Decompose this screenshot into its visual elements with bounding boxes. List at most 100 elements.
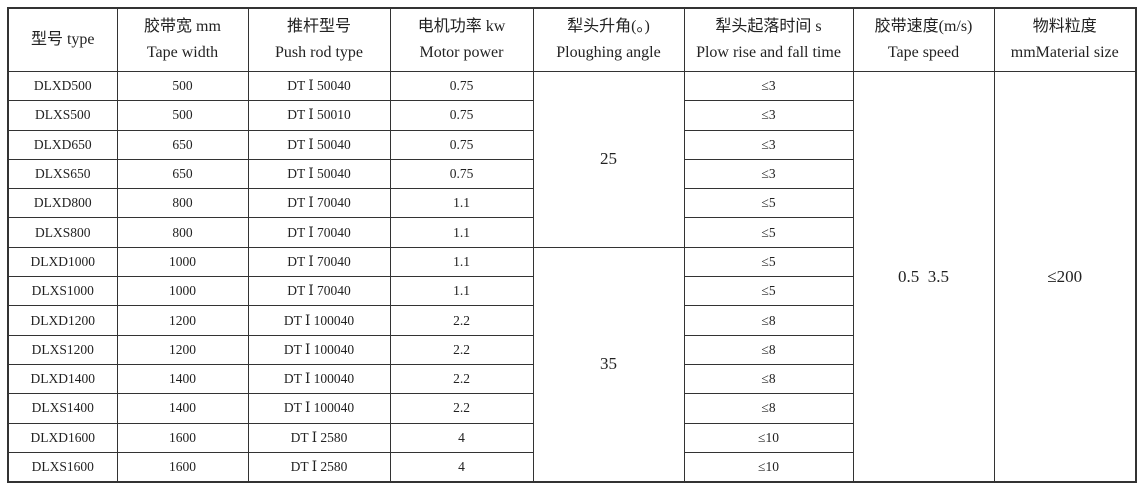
angle-cell: 35 bbox=[532, 246, 685, 483]
cell: 2.2 bbox=[389, 393, 534, 424]
table-row: DLXS1200 1200 DT Ⅰ 100040 2.2 ≤8 bbox=[7, 334, 1136, 365]
cell: DLXS500 bbox=[7, 100, 118, 131]
cell: 4 bbox=[389, 422, 534, 453]
cell: ≤5 bbox=[683, 217, 854, 248]
cell: ≤10 bbox=[683, 451, 854, 483]
cell: 1200 bbox=[116, 334, 249, 365]
header-text: 胶带宽 mm bbox=[144, 18, 221, 35]
table-row: DLXD650 650 DT Ⅰ 50040 0.75 ≤3 bbox=[7, 129, 1136, 160]
cell: 0.75 bbox=[389, 129, 534, 160]
cell: DT Ⅰ 2580 bbox=[247, 422, 391, 453]
tape-speed-cell: 0.5 3.5 bbox=[852, 71, 995, 483]
cell: 1000 bbox=[116, 276, 249, 307]
header-text: 电机功率 kw bbox=[417, 18, 506, 35]
material-size-cell: ≤200 bbox=[993, 71, 1137, 483]
cell: ≤3 bbox=[683, 70, 854, 102]
cell: DLXS1400 bbox=[7, 393, 118, 424]
cell: DLXD1400 bbox=[7, 363, 118, 395]
header-text: Tape speed bbox=[887, 44, 960, 61]
cell: 0.75 bbox=[389, 158, 534, 190]
table-row: DLXS1400 1400 DT Ⅰ 100040 2.2 ≤8 bbox=[7, 393, 1136, 424]
cell: DLXD650 bbox=[7, 129, 118, 160]
cell: ≤3 bbox=[683, 100, 854, 131]
cell: DT Ⅰ 70040 bbox=[247, 188, 391, 219]
cell: 2.2 bbox=[389, 305, 534, 336]
cell: DT Ⅰ 70040 bbox=[247, 246, 391, 278]
cell: 1.1 bbox=[389, 246, 534, 278]
cell: DLXD1600 bbox=[7, 422, 118, 453]
cell: ≤5 bbox=[683, 246, 854, 278]
cell: 1.1 bbox=[389, 188, 534, 219]
cell: DT Ⅰ 100040 bbox=[247, 305, 391, 336]
header-cell: 胶带速度(m/s) Tape speed bbox=[852, 7, 995, 72]
header-text: Motor power bbox=[419, 44, 504, 61]
cell: ≤8 bbox=[683, 363, 854, 395]
cell: 1400 bbox=[116, 363, 249, 395]
cell: DLXD500 bbox=[7, 70, 118, 102]
header-text: 推杆型号 bbox=[286, 18, 351, 35]
cell: DT Ⅰ 70040 bbox=[247, 276, 391, 307]
cell: ≤5 bbox=[683, 276, 854, 307]
cell: ≤3 bbox=[683, 158, 854, 190]
table-row: DLXS1000 1000 DT Ⅰ 70040 1.1 ≤5 bbox=[7, 276, 1136, 307]
cell: DLXS1000 bbox=[7, 276, 118, 307]
cell: DLXD1200 bbox=[7, 305, 118, 336]
table-row: DLXD1200 1200 DT Ⅰ 100040 2.2 ≤8 bbox=[7, 305, 1136, 336]
cell: DT Ⅰ 50040 bbox=[247, 70, 391, 102]
table-row: DLXS650 650 DT Ⅰ 50040 0.75 ≤3 bbox=[7, 158, 1136, 190]
cell: DT Ⅰ 50010 bbox=[247, 100, 391, 131]
table-row: DLXD800 800 DT Ⅰ 70040 1.1 ≤5 bbox=[7, 188, 1136, 219]
cell: 0.75 bbox=[389, 100, 534, 131]
cell: DLXS800 bbox=[7, 217, 118, 248]
header-text: 物料粒度 bbox=[1032, 18, 1097, 35]
cell: 2.2 bbox=[389, 334, 534, 365]
cell: DLXS1200 bbox=[7, 334, 118, 365]
cell: DT Ⅰ 2580 bbox=[247, 451, 391, 483]
cell: DT Ⅰ 50040 bbox=[247, 129, 391, 160]
header-text: Push rod type bbox=[275, 44, 363, 61]
cell: ≤5 bbox=[683, 188, 854, 219]
header-text: 胶带速度(m/s) bbox=[874, 18, 973, 35]
header-cell: 犁头起落时间 s Plow rise and fall time bbox=[683, 7, 854, 72]
cell: 500 bbox=[116, 100, 249, 131]
cell: 800 bbox=[116, 217, 249, 248]
cell: DT Ⅰ 100040 bbox=[247, 363, 391, 395]
header-cell: 犁头升角(。) Ploughing angle bbox=[532, 7, 685, 72]
cell: 1.1 bbox=[389, 217, 534, 248]
cell: 0.75 bbox=[389, 70, 534, 102]
header-text: Ploughing angle bbox=[556, 44, 661, 61]
table-row: DLXS500 500 DT Ⅰ 50010 0.75 ≤3 bbox=[7, 100, 1136, 131]
cell: 4 bbox=[389, 451, 534, 483]
cell: 650 bbox=[116, 129, 249, 160]
table-body: DLXD500 500 DT Ⅰ 50040 0.75 25 ≤3 0.5 3.5 ≤200 D… bbox=[7, 70, 1137, 483]
table-row: DLXD1400 1400 DT Ⅰ 100040 2.2 ≤8 bbox=[7, 363, 1136, 395]
cell: 800 bbox=[116, 188, 249, 219]
spec-table: 型号 type 胶带宽 mm Tape width 推杆型号 Push rod type… bbox=[7, 7, 1137, 484]
header-text: 型号 type bbox=[30, 31, 95, 48]
cell: 650 bbox=[116, 158, 249, 190]
cell: DLXS650 bbox=[7, 158, 118, 190]
table-row: DLXS800 800 DT Ⅰ 70040 1.1 ≤5 bbox=[7, 217, 1136, 248]
cell: ≤10 bbox=[683, 422, 854, 453]
cell: 1.1 bbox=[389, 276, 534, 307]
header-text: Plow rise and fall time bbox=[696, 44, 841, 61]
cell: DT Ⅰ 50040 bbox=[247, 158, 391, 190]
header-cell: 型号 type bbox=[7, 7, 118, 72]
cell: ≤8 bbox=[683, 305, 854, 336]
table-row: DLXD1000 1000 DT Ⅰ 70040 1.1 35 ≤5 bbox=[7, 246, 1136, 483]
header-row: 型号 type 胶带宽 mm Tape width 推杆型号 Push rod type… bbox=[7, 7, 1137, 72]
header-cell: 推杆型号 Push rod type bbox=[247, 7, 391, 72]
table-row: DLXD500 500 DT Ⅰ 50040 0.75 25 ≤3 0.5 3.5 ≤200 bbox=[7, 70, 1137, 483]
header-text: 犁头起落时间 s bbox=[715, 18, 822, 35]
cell: 2.2 bbox=[389, 363, 534, 395]
cell: DT Ⅰ 100040 bbox=[247, 334, 391, 365]
header-cell: 电机功率 kw Motor power bbox=[389, 7, 534, 72]
cell: ≤3 bbox=[683, 129, 854, 160]
table-row: DLXS1600 1600 DT Ⅰ 2580 4 ≤10 bbox=[7, 451, 1136, 483]
table-row: DLXD1600 1600 DT Ⅰ 2580 4 ≤10 bbox=[7, 422, 1136, 453]
cell: 1000 bbox=[116, 246, 249, 278]
cell: DLXS1600 bbox=[7, 451, 118, 483]
cell: DLXD1000 bbox=[7, 246, 118, 278]
cell: 1400 bbox=[116, 393, 249, 424]
